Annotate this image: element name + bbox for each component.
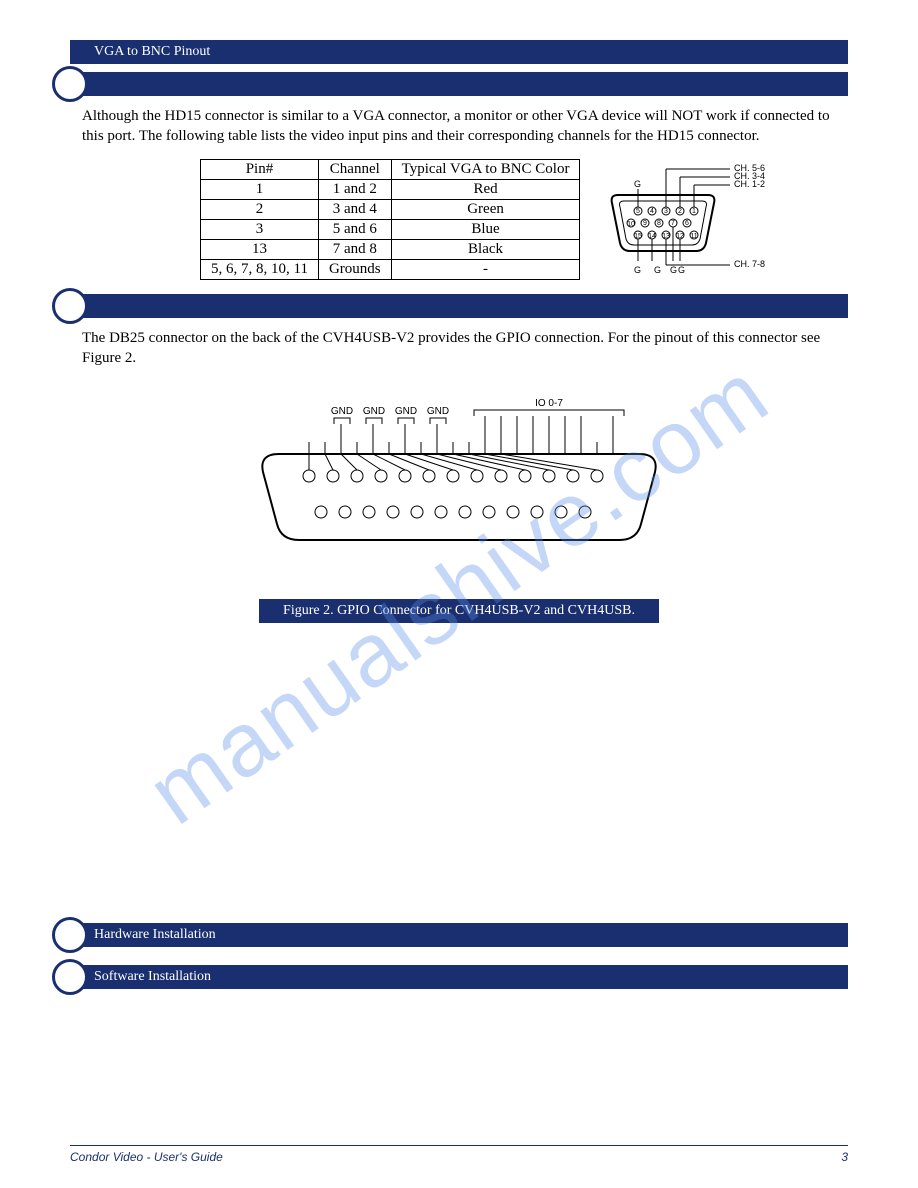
svg-text:11: 11	[691, 233, 698, 240]
hw-install-text: Hardware Installation	[70, 927, 216, 942]
svg-text:IO 0-7: IO 0-7	[535, 398, 563, 409]
table-cell: 5 and 6	[318, 219, 391, 239]
table-cell: 1 and 2	[318, 179, 391, 199]
svg-text:GND: GND	[427, 406, 449, 417]
table-cell: 3 and 4	[318, 199, 391, 219]
svg-text:1: 1	[693, 208, 697, 215]
bullet-circle-4	[52, 959, 88, 995]
sub-bar-1	[70, 72, 848, 96]
table-cell: Red	[391, 179, 580, 199]
svg-text:9: 9	[644, 220, 648, 227]
ch78-label: CH. 7-8	[734, 259, 765, 269]
table-cell: 7 and 8	[318, 239, 391, 259]
table-cell: 1	[201, 179, 319, 199]
table-cell: 3	[201, 219, 319, 239]
ch12-label: CH. 1-2	[734, 179, 765, 189]
svg-text:5: 5	[637, 208, 641, 215]
svg-text:6: 6	[686, 220, 690, 227]
table-cell: 2	[201, 199, 319, 219]
table-cell: Grounds	[318, 259, 391, 279]
header-bar-vga-text: VGA to BNC Pinout	[70, 44, 210, 59]
svg-text:3: 3	[665, 208, 669, 215]
svg-text:GND: GND	[331, 406, 353, 417]
svg-text:G: G	[634, 265, 641, 275]
svg-text:15: 15	[635, 233, 643, 240]
svg-text:8: 8	[658, 220, 662, 227]
sw-install-bar: Software Installation	[70, 965, 848, 989]
table-cell: Green	[391, 199, 580, 219]
figure2-caption: Figure 2. GPIO Connector for CVH4USB-V2 …	[259, 599, 659, 623]
table-cell: 5, 6, 7, 8, 10, 11	[201, 259, 319, 279]
svg-text:7: 7	[672, 220, 676, 227]
bullet-circle-1	[52, 66, 88, 102]
sub-bar-2	[70, 294, 848, 318]
svg-text:4: 4	[651, 208, 655, 215]
page-footer: Condor Video - User's Guide 3	[70, 1145, 848, 1164]
svg-text:13: 13	[663, 233, 671, 240]
hw-install-bar: Hardware Installation	[70, 923, 848, 947]
pin-col-2: Typical VGA to BNC Color	[391, 159, 580, 179]
pin-col-1: Channel	[318, 159, 391, 179]
pin-col-0: Pin#	[201, 159, 319, 179]
svg-text:G: G	[678, 265, 685, 275]
svg-text:G: G	[670, 265, 677, 275]
sw-install-text: Software Installation	[70, 969, 211, 984]
svg-text:14: 14	[649, 233, 657, 240]
table-cell: -	[391, 259, 580, 279]
pin-table: Pin# Channel Typical VGA to BNC Color 1 …	[200, 159, 580, 280]
table-cell: Blue	[391, 219, 580, 239]
svg-text:GND: GND	[363, 406, 385, 417]
db25-intro-text: The DB25 connector on the back of the CV…	[82, 328, 848, 369]
hd15-diagram: 1 2 3 4 5 6 7 8 9 10 11 12 13 14 15	[610, 159, 780, 284]
table-cell: Black	[391, 239, 580, 259]
vga-intro-text: Although the HD15 connector is similar t…	[82, 106, 848, 147]
footer-right: 3	[841, 1150, 848, 1164]
svg-text:2: 2	[679, 208, 683, 215]
footer-left: Condor Video - User's Guide	[70, 1150, 223, 1164]
table-cell: 13	[201, 239, 319, 259]
svg-text:G: G	[654, 265, 661, 275]
bullet-circle-3	[52, 917, 88, 953]
svg-text:GND: GND	[395, 406, 417, 417]
bullet-circle-2	[52, 288, 88, 324]
svg-text:10: 10	[628, 221, 636, 228]
svg-text:12: 12	[677, 233, 685, 240]
db25-diagram: GND GND GND GND IO 0-7	[70, 394, 848, 623]
header-bar-vga: VGA to BNC Pinout	[70, 40, 848, 64]
g-label: G	[634, 179, 641, 189]
